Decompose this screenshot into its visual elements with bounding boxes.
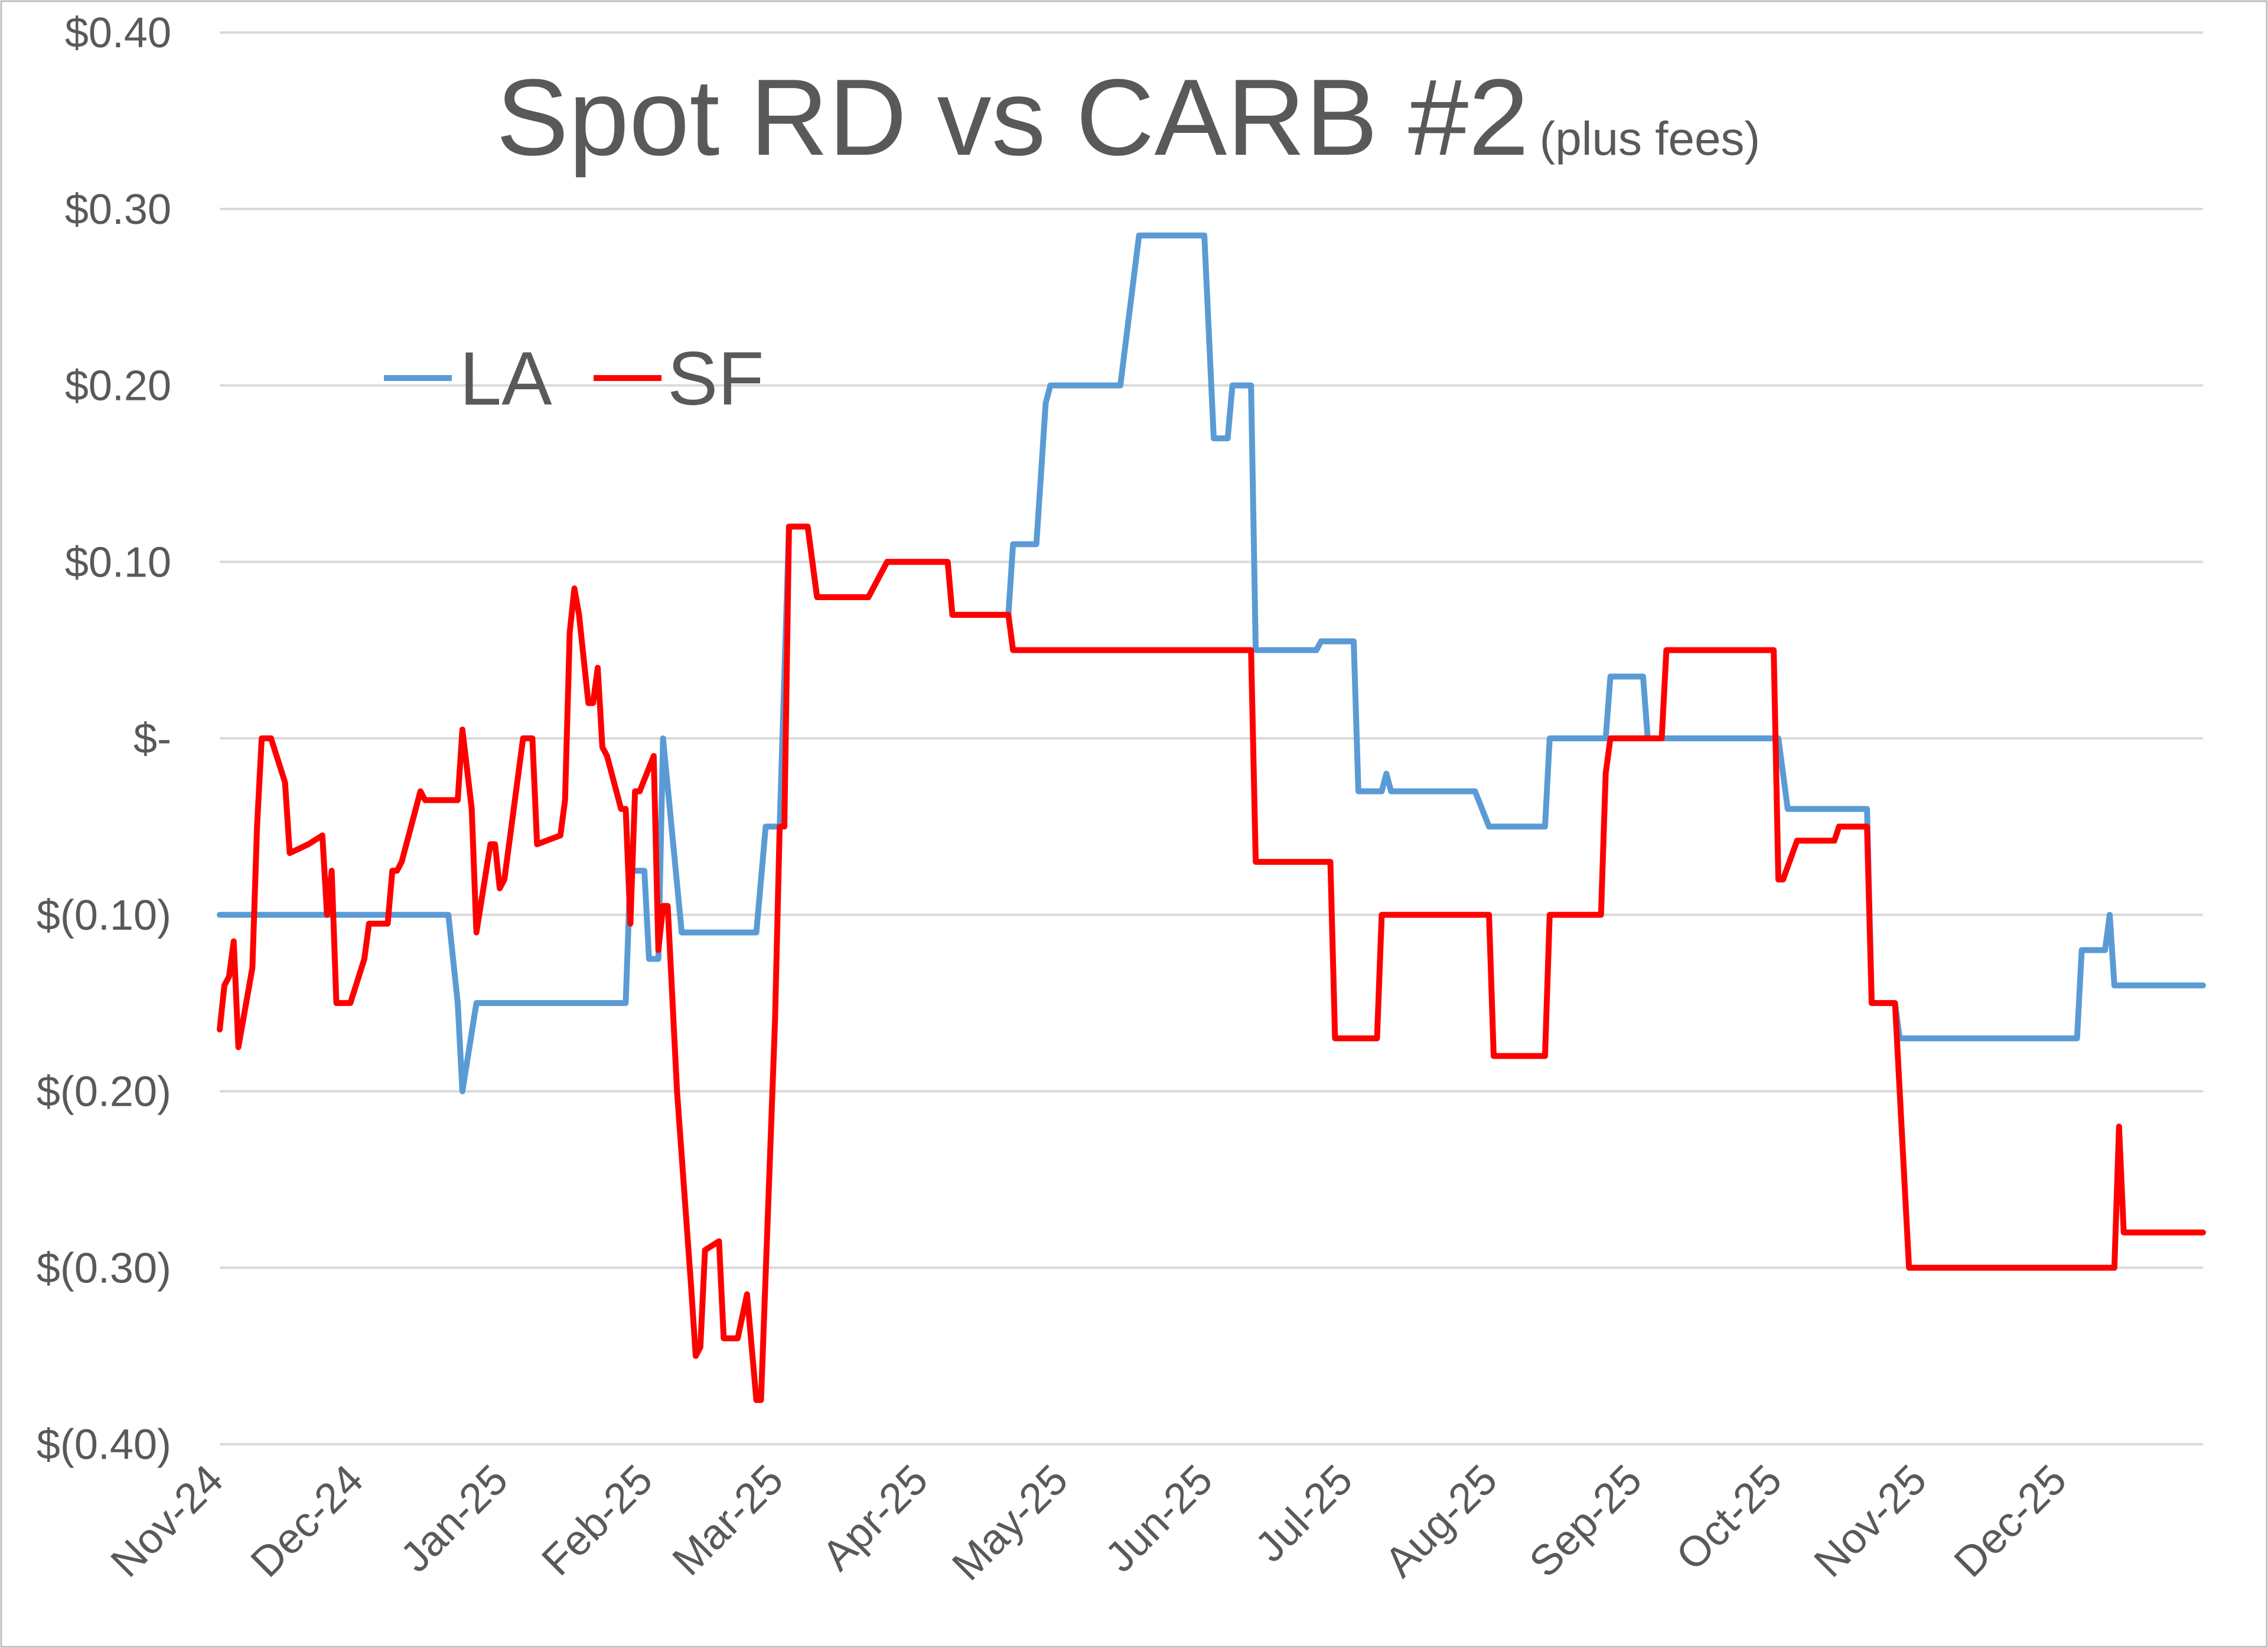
y-tick-label: $(0.40) xyxy=(37,1421,171,1468)
chart-title-group: Spot RD vs CARB #2 (plus fees) xyxy=(496,56,1760,178)
series-line-sf xyxy=(217,523,2206,1403)
y-tick-label: $0.10 xyxy=(65,539,171,586)
y-tick-label: $(0.30) xyxy=(37,1245,171,1292)
y-tick-label: $- xyxy=(133,715,171,763)
y-tick-label: $(0.10) xyxy=(37,892,171,939)
legend: LA SF xyxy=(384,337,764,421)
y-tick-label: $0.40 xyxy=(65,9,171,57)
y-tick-label: $0.20 xyxy=(65,363,171,410)
y-axis-ticks: $0.40 $0.30 $0.20 $0.10 $- $(0.10) $(0.20) $(0.… xyxy=(37,9,171,1468)
series-lines xyxy=(217,232,2206,1403)
chart-title: Spot RD vs CARB #2 xyxy=(496,56,1529,178)
y-tick-label: $(0.20) xyxy=(37,1069,171,1116)
series-line-la xyxy=(217,232,2206,1095)
chart-subtitle: (plus fees) xyxy=(1540,112,1760,165)
legend-label-sf: SF xyxy=(667,337,764,421)
y-tick-label: $0.30 xyxy=(65,186,171,233)
gridlines xyxy=(220,31,2203,1445)
legend-label-la: LA xyxy=(460,337,552,421)
